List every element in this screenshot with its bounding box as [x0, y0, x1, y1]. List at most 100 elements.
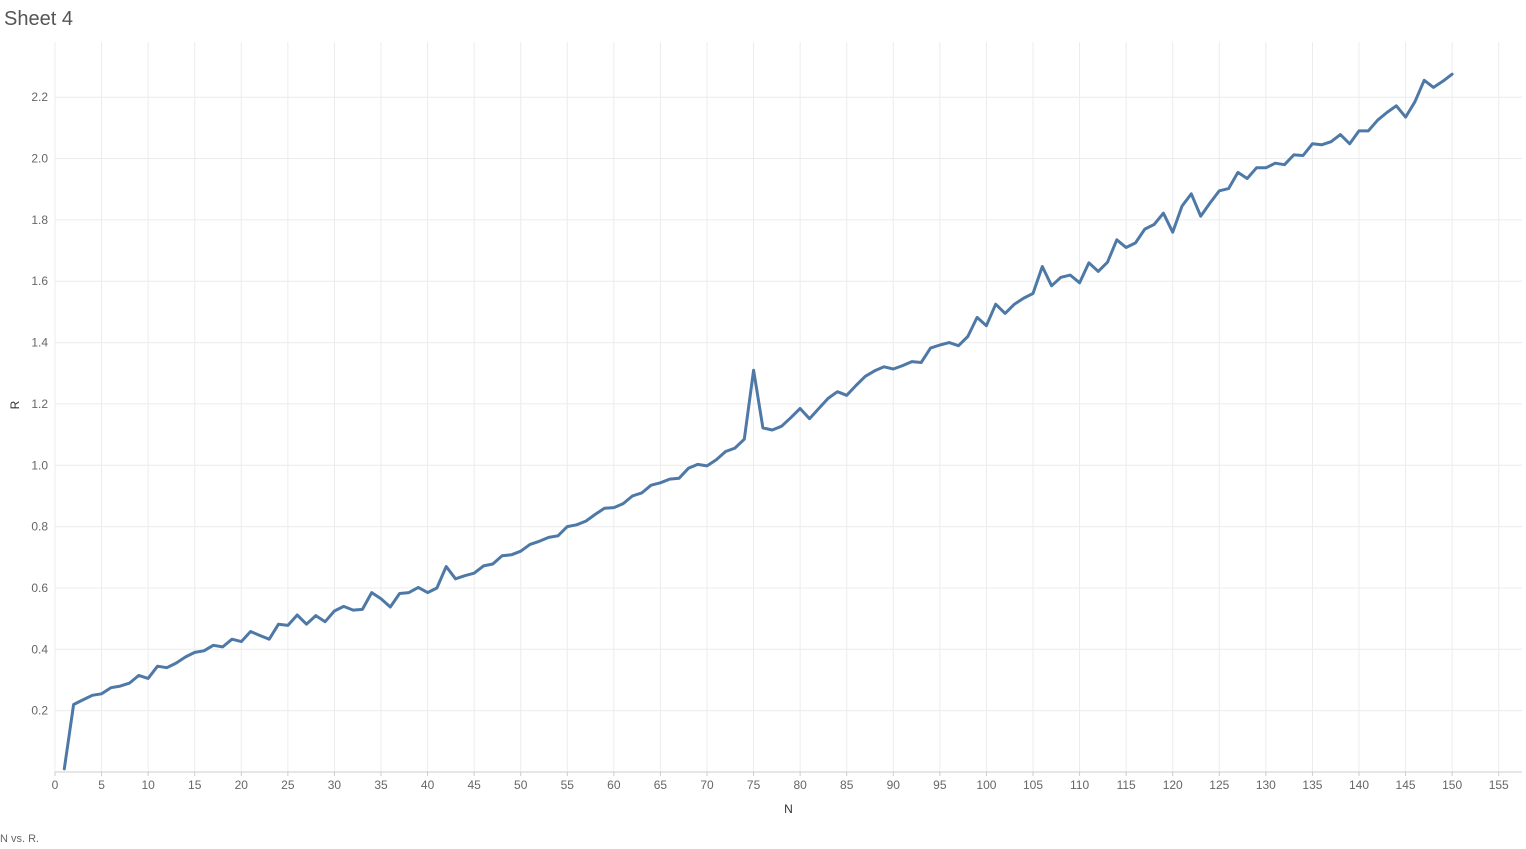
data-point [137, 673, 141, 677]
data-point [1031, 292, 1035, 296]
data-point [845, 393, 849, 397]
data-point [1450, 72, 1454, 76]
y-tick-label: 2.2 [31, 90, 48, 104]
data-point [1068, 273, 1072, 277]
data-point [584, 519, 588, 523]
data-point [658, 481, 662, 485]
data-point [1273, 161, 1277, 165]
data-point [211, 643, 215, 647]
data-point [407, 591, 411, 595]
x-tick-label: 90 [887, 778, 901, 792]
x-tick-label: 130 [1256, 778, 1276, 792]
data-point [1133, 241, 1137, 245]
data-point [1338, 133, 1342, 137]
x-tick-label: 105 [1023, 778, 1043, 792]
data-point [1376, 118, 1380, 122]
data-point [929, 346, 933, 350]
data-point [1245, 176, 1249, 180]
data-point [873, 369, 877, 373]
data-point [919, 361, 923, 365]
data-point [565, 525, 569, 529]
y-tick-label: 0.8 [31, 520, 48, 534]
x-tick-label: 95 [933, 778, 947, 792]
data-point [1022, 296, 1026, 300]
data-point [472, 571, 476, 575]
data-point [668, 477, 672, 481]
x-tick-label: 85 [840, 778, 854, 792]
data-point [165, 666, 169, 670]
data-point [780, 424, 784, 428]
data-point [556, 534, 560, 538]
x-tick-label: 115 [1117, 778, 1136, 792]
data-point [854, 384, 858, 388]
data-point [146, 676, 150, 680]
data-point [1208, 201, 1212, 205]
x-tick-label: 100 [976, 778, 996, 792]
y-tick-label: 1.4 [31, 336, 48, 350]
data-point [975, 315, 979, 319]
x-tick-label: 150 [1442, 778, 1462, 792]
series-line [62, 72, 1454, 771]
data-point [901, 364, 905, 368]
data-point [1152, 223, 1156, 227]
data-point [798, 407, 802, 411]
data-point [1115, 238, 1119, 242]
data-point [1441, 79, 1445, 83]
x-tick-label: 10 [141, 778, 155, 792]
data-point [491, 562, 495, 566]
y-axis-ticks: 0.2 0.4 0.6 0.8 1.0 1.2 1.4 1.6 1.8 2.0 2.2 [31, 90, 48, 717]
data-point [1385, 111, 1389, 115]
line-chart: 0.2 0.4 0.6 0.8 1.0 1.2 1.4 1.6 1.8 2.0 2.2 0 5 10 15… [8, 42, 1522, 816]
data-point [304, 622, 308, 626]
data-point [994, 302, 998, 306]
data-point [733, 446, 737, 450]
x-tick-label: 55 [561, 778, 575, 792]
data-point [817, 407, 821, 411]
sheet-caption: N vs. R. [0, 833, 40, 845]
data-point [193, 650, 197, 654]
data-point [705, 464, 709, 468]
x-tick-label: 20 [235, 778, 249, 792]
data-point [155, 664, 159, 668]
x-tick-label: 155 [1489, 778, 1509, 792]
data-point [323, 620, 327, 624]
data-point [1292, 153, 1296, 157]
data-point [1189, 192, 1193, 196]
data-point [1255, 166, 1259, 170]
y-tick-label: 1.6 [31, 274, 48, 288]
data-point [463, 574, 467, 578]
data-point [1012, 302, 1016, 306]
data-point [640, 491, 644, 495]
data-point [1078, 281, 1082, 285]
data-point [128, 681, 132, 685]
data-point [603, 506, 607, 510]
data-point [221, 645, 225, 649]
data-point [277, 622, 281, 626]
data-point [714, 458, 718, 462]
x-tick-label: 50 [514, 778, 528, 792]
x-tick-label: 60 [607, 778, 621, 792]
data-point [1422, 78, 1426, 82]
data-point [249, 630, 253, 634]
data-point [258, 634, 262, 638]
y-tick-label: 1.2 [31, 397, 48, 411]
data-point [1217, 189, 1221, 193]
y-tick-label: 1.8 [31, 213, 48, 227]
data-point [770, 428, 774, 432]
data-point [314, 614, 318, 618]
data-point [984, 324, 988, 328]
data-point [1236, 170, 1240, 174]
grid-lines [54, 42, 1522, 772]
sheet-title: Sheet 4 [4, 8, 73, 30]
data-point [100, 692, 104, 696]
x-tick-label: 25 [281, 778, 295, 792]
data-point [1087, 261, 1091, 265]
data-point [351, 608, 355, 612]
data-point [686, 466, 690, 470]
data-point [612, 506, 616, 510]
data-point [1404, 115, 1408, 119]
data-point [863, 374, 867, 378]
data-point [295, 613, 299, 617]
data-point [938, 343, 942, 347]
data-point [239, 640, 243, 644]
